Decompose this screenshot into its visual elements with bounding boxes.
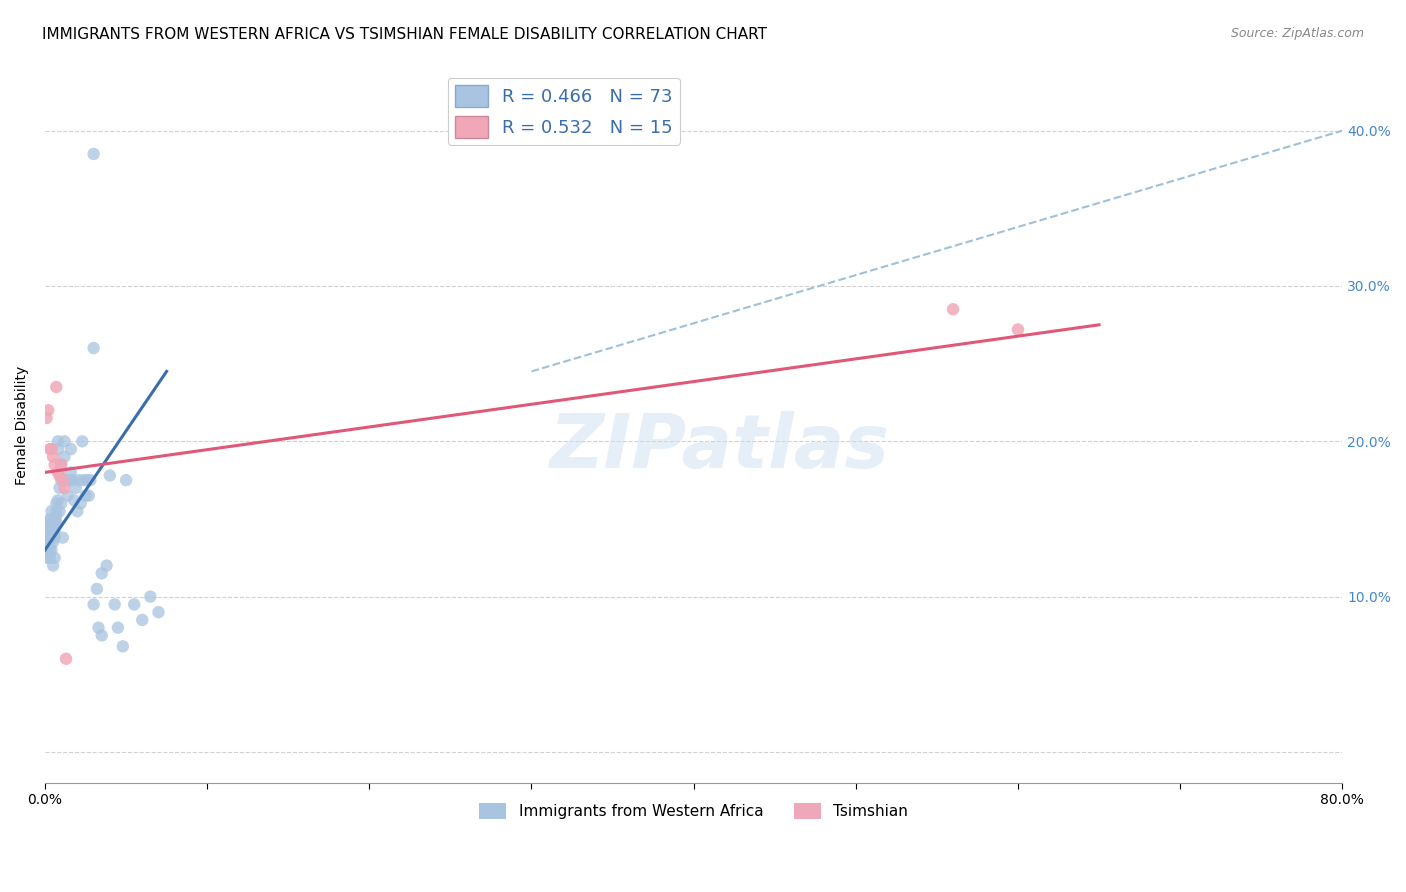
Point [51, 496, 73, 510]
Point [63, 493, 86, 508]
Point [46, 434, 69, 449]
Point [59, 466, 82, 480]
Point [59, 442, 82, 456]
Point [55, 473, 77, 487]
Point [48, 481, 70, 495]
Point [56, 489, 79, 503]
Point [48, 468, 70, 483]
Point [38, 442, 60, 456]
Point [90, 566, 112, 581]
Point [86, 582, 108, 596]
Point [45, 515, 67, 529]
Point [46, 442, 69, 456]
Point [122, 598, 145, 612]
Point [1007, 322, 1029, 336]
Text: ZIPatlas: ZIPatlas [550, 410, 890, 483]
Point [69, 496, 91, 510]
Point [38, 512, 60, 526]
Point [77, 489, 100, 503]
Point [42, 450, 65, 464]
Point [87, 621, 110, 635]
Text: IMMIGRANTS FROM WESTERN AFRICA VS TSIMSHIAN FEMALE DISABILITY CORRELATION CHART: IMMIGRANTS FROM WESTERN AFRICA VS TSIMSH… [42, 27, 768, 42]
Point [55, 652, 77, 666]
Point [35, 535, 58, 549]
Point [41, 531, 63, 545]
Point [83, 598, 105, 612]
Point [37, 403, 59, 417]
Point [72, 434, 94, 449]
Point [42, 535, 65, 549]
Point [42, 558, 65, 573]
Point [67, 473, 90, 487]
Point [37, 520, 59, 534]
Point [38, 546, 60, 560]
Point [44, 550, 66, 565]
Point [44, 458, 66, 472]
Point [96, 558, 118, 573]
Point [53, 481, 76, 495]
Legend: Immigrants from Western Africa, Tsimshian: Immigrants from Western Africa, Tsimshia… [472, 797, 914, 825]
Point [37, 531, 59, 545]
Point [42, 527, 65, 541]
Point [73, 473, 96, 487]
Point [42, 520, 65, 534]
Point [46, 493, 69, 508]
Point [35, 520, 58, 534]
Point [41, 543, 63, 558]
Point [90, 628, 112, 642]
Point [38, 550, 60, 565]
Point [38, 527, 60, 541]
Point [83, 147, 105, 161]
Point [76, 473, 98, 487]
Y-axis label: Female Disability: Female Disability [15, 366, 30, 485]
Point [37, 543, 59, 558]
Point [115, 473, 138, 487]
Point [53, 434, 76, 449]
Point [53, 450, 76, 464]
Point [44, 515, 66, 529]
Point [45, 496, 67, 510]
Point [51, 458, 73, 472]
Text: Source: ZipAtlas.com: Source: ZipAtlas.com [1230, 27, 1364, 40]
Point [44, 524, 66, 539]
Point [62, 473, 84, 487]
Point [35, 550, 58, 565]
Point [104, 598, 127, 612]
Point [148, 605, 170, 619]
Point [51, 473, 73, 487]
Point [66, 504, 89, 518]
Point [35, 411, 58, 425]
Point [41, 442, 63, 456]
Point [98, 468, 121, 483]
Point [38, 540, 60, 554]
Point [75, 489, 97, 503]
Point [45, 380, 67, 394]
Point [79, 473, 101, 487]
Point [111, 640, 134, 654]
Point [83, 341, 105, 355]
Point [107, 621, 129, 635]
Point [942, 302, 965, 317]
Point [37, 515, 59, 529]
Point [52, 473, 75, 487]
Point [46, 466, 69, 480]
Point [139, 590, 162, 604]
Point [48, 504, 70, 518]
Point [52, 531, 75, 545]
Point [41, 523, 63, 537]
Point [131, 613, 153, 627]
Point [65, 481, 87, 495]
Point [41, 504, 63, 518]
Point [44, 531, 66, 545]
Point [51, 458, 73, 472]
Point [45, 508, 67, 523]
Point [42, 515, 65, 529]
Point [45, 504, 67, 518]
Point [58, 473, 80, 487]
